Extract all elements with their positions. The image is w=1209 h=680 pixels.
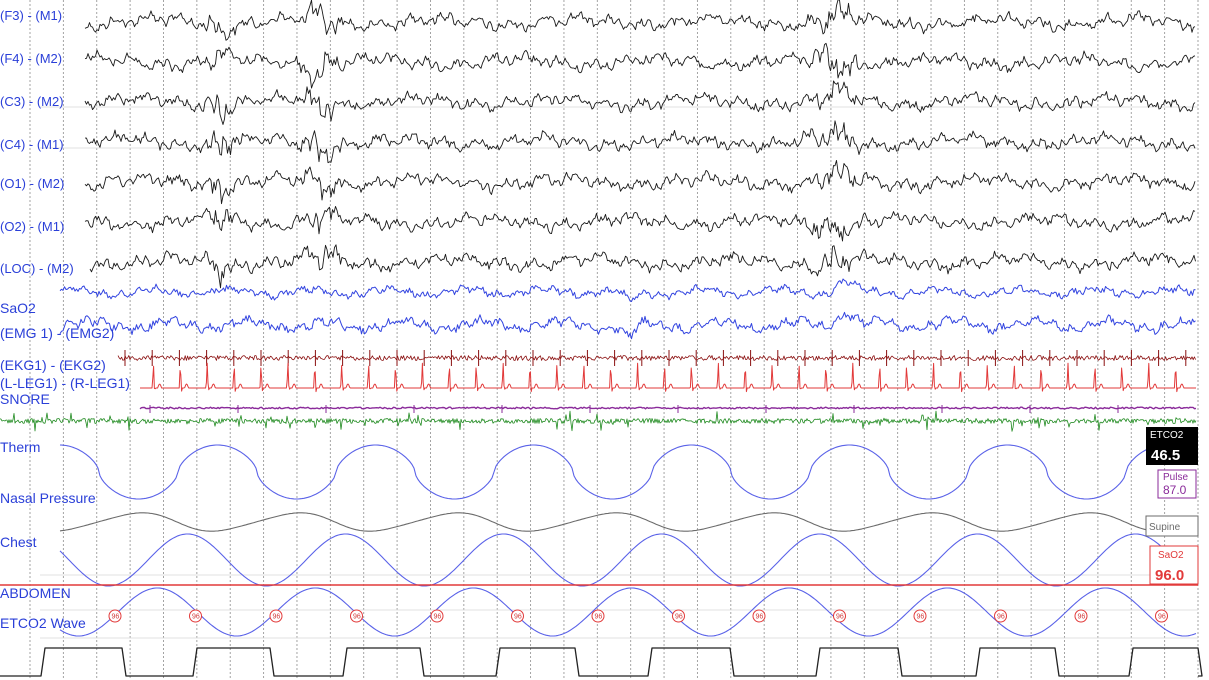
eeg-trace-3 bbox=[84, 80, 1196, 125]
readout-pulse: Pulse 87.0 bbox=[1157, 469, 1197, 499]
sao2-marker-value: 96 bbox=[434, 614, 442, 621]
channel-label-ekg: (EKG1) - (EKG2) bbox=[0, 357, 106, 373]
sao2-marker-value: 96 bbox=[997, 614, 1005, 621]
channel-label-nasal-pressure: Nasal Pressure bbox=[0, 490, 96, 506]
snore-trace bbox=[0, 410, 1197, 432]
chest-trace bbox=[59, 533, 1197, 587]
sao2-marker-circle bbox=[108, 609, 122, 623]
channel-label-f4-m2: (F4) - (M2) bbox=[0, 51, 62, 66]
sao2-marker-circle bbox=[1074, 609, 1088, 623]
readout-pulse-value: 87.0 bbox=[1163, 483, 1187, 497]
sao2-marker-value: 96 bbox=[917, 614, 925, 621]
emg-trace bbox=[117, 355, 1196, 361]
channel-label-abdomen: ABDOMEN bbox=[0, 585, 71, 601]
sao2-marker-circle bbox=[189, 609, 202, 623]
readout-etco2-value: 46.5 bbox=[1151, 447, 1180, 464]
eog-trace-2 bbox=[59, 311, 1196, 340]
sao2-marker-value: 96 bbox=[675, 614, 683, 621]
sao2-marker-circle bbox=[591, 609, 605, 623]
channel-label-snore: SNORE bbox=[0, 391, 50, 407]
sao2-marker-value: 96 bbox=[595, 614, 603, 621]
channel-label-leg: (L-LEG1) - (R-LEG1) bbox=[0, 375, 130, 391]
sao2-marker-circle bbox=[1155, 609, 1168, 623]
readout-etco2-label: ETCO2 bbox=[1150, 430, 1184, 441]
eeg-trace-4 bbox=[85, 120, 1196, 164]
sao2-marker: 96 bbox=[994, 609, 1007, 623]
sao2-marker: 96 bbox=[1074, 609, 1088, 623]
sao2-marker: 96 bbox=[591, 609, 605, 623]
eeg-trace-7 bbox=[89, 244, 1196, 289]
ekg-trace bbox=[140, 362, 1196, 393]
sao2-marker-value: 96 bbox=[1158, 614, 1166, 621]
readout-position: Supine bbox=[1145, 515, 1199, 537]
sao2-marker-value: 96 bbox=[192, 614, 200, 621]
sao2-marker-circle bbox=[752, 609, 766, 623]
channel-label-loc-m2: (LOC) - (M2) bbox=[0, 261, 74, 276]
readout-pulse-label: Pulse bbox=[1163, 472, 1188, 483]
readout-sao2-box bbox=[1149, 545, 1199, 585]
eeg-trace-5 bbox=[84, 159, 1196, 205]
channel-label-o2-m1: (O2) - (M1) bbox=[0, 219, 64, 234]
channel-label-emg: (EMG 1) - (EMG2) bbox=[0, 325, 114, 341]
readout-etco2: ETCO2 46.5 bbox=[1146, 427, 1198, 465]
eeg-trace-1 bbox=[84, 0, 1196, 41]
sao2-marker-circle bbox=[269, 609, 283, 623]
abdomen-trace bbox=[59, 587, 1197, 637]
channel-label-c3-m2: (C3) - (M2) bbox=[0, 94, 64, 109]
sao2-marker-value: 96 bbox=[836, 614, 844, 621]
channel-label-c4-m1: (C4) - (M1) bbox=[0, 137, 64, 152]
nasal-pressure-trace bbox=[59, 512, 1197, 532]
sao2-marker-value: 96 bbox=[756, 614, 764, 621]
readout-pulse-box bbox=[1157, 469, 1197, 499]
sao2-marker: 96 bbox=[108, 609, 122, 623]
sao2-marker-value: 96 bbox=[514, 614, 522, 621]
sao2-marker: 96 bbox=[913, 609, 927, 623]
channel-labels: (F3) - (M1) (F4) - (M2) (C3) - (M2) (C4)… bbox=[0, 8, 130, 631]
sao2-marker-circle bbox=[350, 609, 363, 623]
channel-label-sao2: SaO2 bbox=[0, 300, 36, 316]
readout-position-box bbox=[1145, 515, 1199, 537]
therm-trace bbox=[59, 444, 1197, 500]
sao2-marker: 96 bbox=[350, 609, 363, 623]
leg-trace bbox=[139, 406, 1197, 410]
readout-sao2-value: 96.0 bbox=[1155, 567, 1184, 584]
channel-label-etco2-wave: ETCO2 Wave bbox=[0, 615, 86, 631]
eog-trace-1 bbox=[59, 278, 1196, 302]
readout-etco2-box bbox=[1146, 427, 1198, 465]
sao2-marker-value: 96 bbox=[353, 614, 361, 621]
channel-label-o1-m2: (O1) - (M2) bbox=[0, 176, 64, 191]
sao2-marker-circle bbox=[994, 609, 1007, 623]
etco2-wave-trace bbox=[0, 647, 1203, 677]
sao2-marker: 96 bbox=[672, 609, 685, 623]
sao2-marker: 96 bbox=[269, 609, 283, 623]
sao2-marker-value: 96 bbox=[1078, 614, 1086, 621]
sao2-marker: 96 bbox=[833, 609, 846, 623]
sao2-marker-circle bbox=[913, 609, 927, 623]
sao2-marker: 96 bbox=[430, 609, 444, 623]
sao2-marker-circle bbox=[672, 609, 685, 623]
sao2-marker-circle bbox=[430, 609, 444, 623]
sao2-marker-value: 96 bbox=[273, 614, 281, 621]
sao2-marker: 96 bbox=[189, 609, 202, 623]
sao2-marker-circle bbox=[511, 609, 524, 623]
sao2-marker-circle bbox=[833, 609, 846, 623]
channel-label-chest: Chest bbox=[0, 534, 37, 550]
sao2-marker: 96 bbox=[511, 609, 524, 623]
sao2-markers: 96 96 96 96 96 96 96 96 96 96 96 96 96 96 bbox=[108, 609, 1168, 623]
sao2-marker-value: 96 bbox=[112, 614, 120, 621]
channel-label-therm: Therm bbox=[0, 439, 40, 455]
sao2-marker: 96 bbox=[752, 609, 766, 623]
eeg-trace-2 bbox=[84, 42, 1196, 89]
eeg-trace-6 bbox=[84, 205, 1196, 242]
readout-sao2-label: SaO2 bbox=[1158, 550, 1184, 561]
readout-sao2: SaO2 96.0 bbox=[1149, 545, 1199, 585]
sao2-marker: 96 bbox=[1155, 609, 1168, 623]
readout-position-label: Supine bbox=[1149, 522, 1181, 533]
channel-label-f3-m1: (F3) - (M1) bbox=[0, 8, 62, 23]
